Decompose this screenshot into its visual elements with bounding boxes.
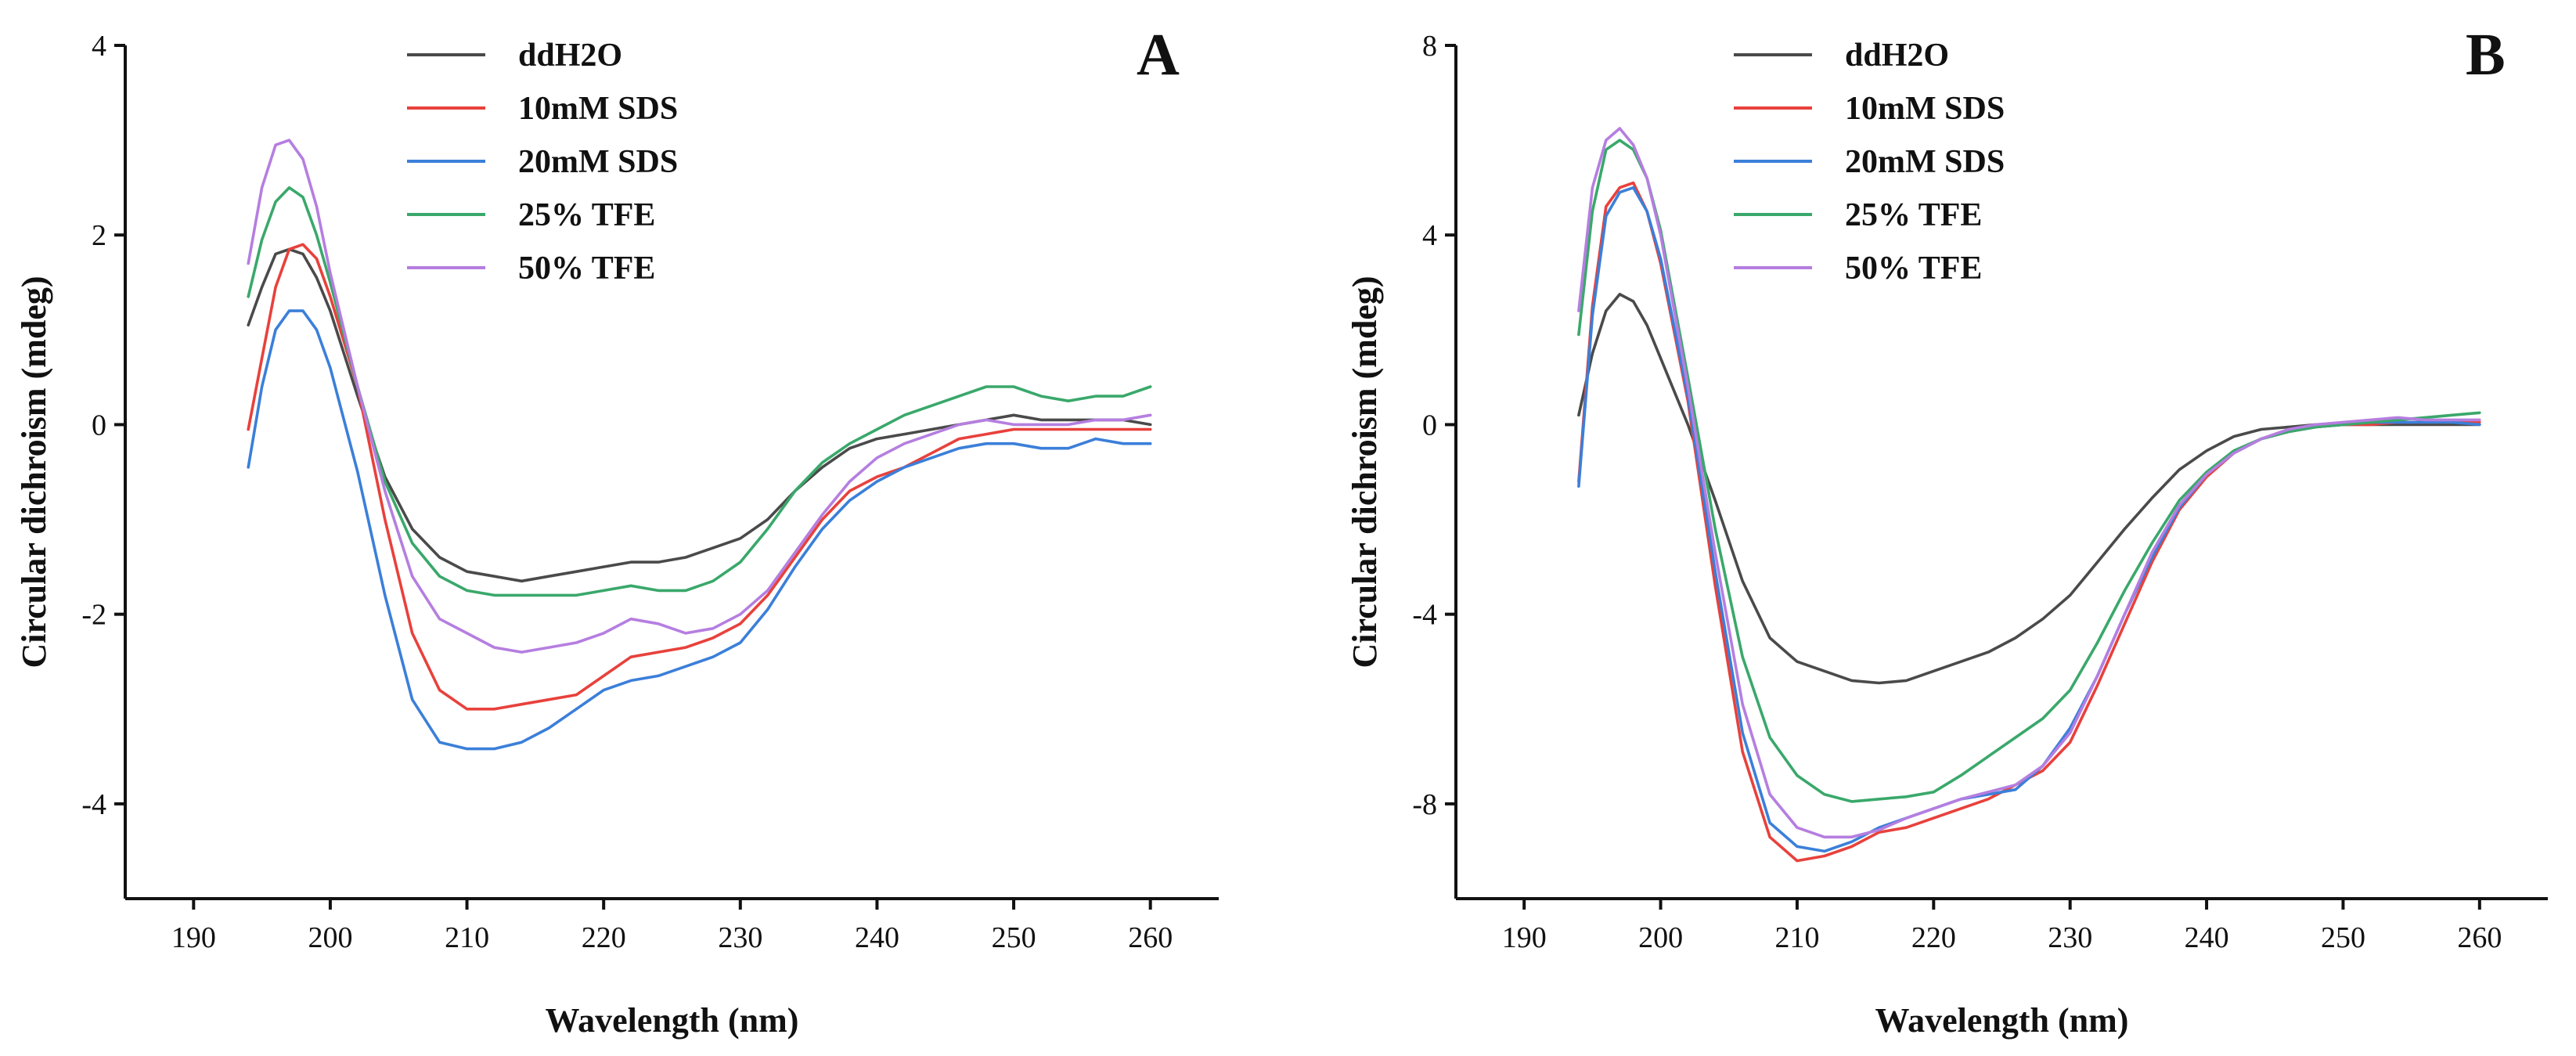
panel-label: A <box>1137 22 1180 88</box>
x-tick-label: 190 <box>1502 921 1547 954</box>
x-tick-label: 260 <box>2457 921 2502 954</box>
x-tick-label: 210 <box>1774 921 1819 954</box>
x-tick-label: 200 <box>308 921 352 954</box>
x-tick-label: 220 <box>1911 921 1956 954</box>
legend-entry-10mm-sds: 10mM SDS <box>518 91 678 127</box>
series-line-ddh2o <box>1577 293 2481 685</box>
x-tick-label: 190 <box>171 921 216 954</box>
panel-a-chart: -4 -2 0 2 4 190 200 210 220 230 240 250 260 Wavelengt… <box>15 22 1219 1040</box>
series-line-10mm-sds <box>247 243 1152 711</box>
x-axis-title: Wavelength (nm) <box>1875 1001 2129 1040</box>
series-line-50-tfe <box>1577 127 2481 839</box>
x-tick-label: 230 <box>2048 921 2092 954</box>
x-tick-label: 200 <box>1638 921 1683 954</box>
y-tick-label: -4 <box>1412 599 1437 632</box>
x-tick-label: 230 <box>718 921 762 954</box>
series-line-20mm-sds <box>247 309 1152 751</box>
x-tick-label: 210 <box>445 921 489 954</box>
y-tick-label: -8 <box>1412 788 1437 821</box>
y-axis-title: Circular dichroism (mdeg) <box>1346 276 1384 668</box>
legend-entry-50-tfe: 50% TFE <box>518 250 655 287</box>
legend-entry-10mm-sds: 10mM SDS <box>1845 91 2005 127</box>
series-line-25-tfe <box>247 186 1152 597</box>
series-line-ddh2o <box>247 247 1152 583</box>
legend-entry-25-tfe: 25% TFE <box>1845 197 1982 233</box>
y-tick-label: 4 <box>92 30 106 63</box>
legend-entry-20mm-sds: 20mM SDS <box>1845 144 2005 180</box>
x-axis-title: Wavelength (nm) <box>546 1001 799 1040</box>
x-tick-label: 240 <box>855 921 899 954</box>
y-tick-label: 2 <box>92 219 106 252</box>
y-tick-label: 0 <box>92 409 106 442</box>
series-line-25-tfe <box>1577 139 2481 803</box>
legend-entry-20mm-sds: 20mM SDS <box>518 144 678 180</box>
legend-entry-25-tfe: 25% TFE <box>518 197 655 233</box>
x-tick-label: 240 <box>2185 921 2229 954</box>
x-tick-label: 250 <box>2321 921 2365 954</box>
x-tick-label: 220 <box>582 921 626 954</box>
y-tick-label: -2 <box>81 599 106 632</box>
x-tick-label: 250 <box>992 921 1036 954</box>
legend-entry-50-tfe: 50% TFE <box>1845 250 1982 287</box>
legend-entry-ddh2o: ddH2O <box>518 38 622 74</box>
y-tick-label: 0 <box>1422 409 1437 442</box>
y-tick-label: -4 <box>81 788 106 821</box>
legend-entry-ddh2o: ddH2O <box>1845 38 1949 74</box>
panel-b-chart: -8 -4 0 4 8 190 200 210 220 230 240 250 260 Wavelengt… <box>1346 22 2548 1040</box>
series-line-50-tfe <box>247 139 1152 654</box>
y-axis-title: Circular dichroism (mdeg) <box>15 276 53 668</box>
x-tick-label: 260 <box>1128 921 1173 954</box>
panel-label: B <box>2466 22 2506 88</box>
y-tick-label: 8 <box>1422 30 1437 63</box>
y-tick-label: 4 <box>1422 219 1437 252</box>
